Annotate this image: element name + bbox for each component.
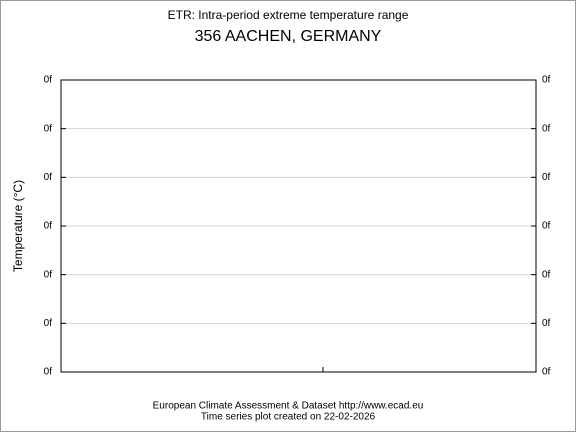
footer-line: European Climate Assessment & Dataset ht… (153, 401, 424, 412)
y2-tick-label: 0f (542, 172, 551, 183)
y2-tick-label: 0f (542, 123, 551, 134)
y-tick-label: 0f (44, 75, 53, 86)
y2-tick-label: 0f (542, 221, 551, 232)
y-tick-label: 0f (44, 269, 53, 280)
y2-tick-label: 0f (542, 367, 551, 378)
plot-frame (60, 79, 537, 373)
y-tick-label: 0f (44, 367, 53, 378)
y-tick-label: 0f (44, 318, 53, 329)
y-tick-label: 0f (44, 221, 53, 232)
y2-tick-label: 0f (542, 269, 551, 280)
chart-title: ETR: Intra-period extreme temperature ra… (168, 8, 409, 22)
chart-subtitle: 356 AACHEN, GERMANY (195, 28, 382, 45)
y-tick-label: 0f (44, 123, 53, 134)
y2-tick-label: 0f (542, 75, 551, 86)
y2-tick-label: 0f (542, 318, 551, 329)
footer-line: Time series plot created on 22-02-2026 (201, 412, 376, 423)
y-tick-label: 0f (44, 172, 53, 183)
y-axis-label: Temperature (°C) (11, 180, 25, 272)
